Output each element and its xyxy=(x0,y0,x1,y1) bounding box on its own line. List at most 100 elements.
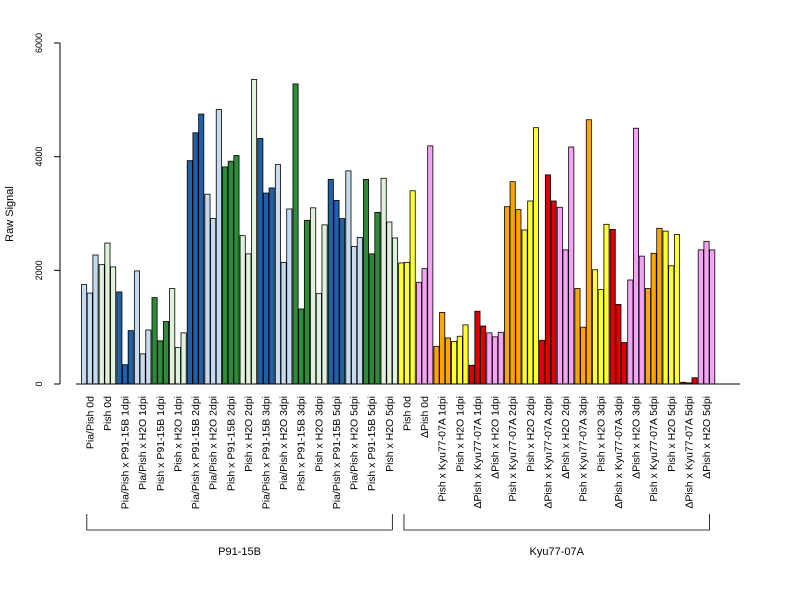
bar xyxy=(268,187,275,385)
y-axis-label: Raw Signal xyxy=(4,186,16,242)
x-tick-label: Pish x Kyu77-07A 1dpi xyxy=(437,396,449,502)
x-tick-label: Pish x H2O 3dpi xyxy=(313,396,325,472)
x-tick-label: Pia/Pish x P91-15B 5dpi xyxy=(331,396,343,509)
bar xyxy=(116,291,123,385)
bar xyxy=(345,170,352,385)
bar xyxy=(374,211,381,385)
bar xyxy=(104,242,111,385)
bar xyxy=(615,304,622,385)
group-bracket xyxy=(86,514,393,531)
bar xyxy=(703,240,710,385)
bar xyxy=(210,218,217,385)
x-tick-label: Pish x Kyu77-07A 5dpi xyxy=(648,396,660,502)
x-tick-label: Pia/Pish x H2O 5dpi xyxy=(349,396,361,490)
bar xyxy=(403,261,410,385)
bar xyxy=(673,234,680,385)
x-tick-label: Pia/Pish x P91-15B 1dpi xyxy=(120,396,132,509)
bar xyxy=(227,160,234,385)
bar xyxy=(204,193,211,385)
y-axis: 0 2000 4000 6000 xyxy=(34,33,61,387)
bar xyxy=(380,177,387,385)
bar xyxy=(310,207,317,385)
bars xyxy=(81,78,716,385)
bar xyxy=(392,237,399,385)
x-tick-label: ΔPish x H2O 2dpi xyxy=(560,396,572,479)
bar xyxy=(186,160,193,385)
bar xyxy=(110,266,117,385)
bar xyxy=(585,119,592,385)
bar xyxy=(550,200,557,385)
bar xyxy=(245,253,252,385)
x-tick-label: Pia/Pish x P91-15B 3dpi xyxy=(261,396,273,509)
bar xyxy=(697,249,704,385)
bar xyxy=(327,178,334,385)
bar xyxy=(398,262,405,385)
bar xyxy=(433,346,440,385)
bar xyxy=(303,219,310,385)
bar xyxy=(415,281,422,385)
x-tick-label: Pish 0d xyxy=(102,396,114,431)
y-tick-label: 2000 xyxy=(34,260,44,280)
bar xyxy=(321,224,328,385)
bar xyxy=(257,138,264,385)
bar xyxy=(627,279,634,385)
bar xyxy=(174,347,181,385)
bar xyxy=(215,109,222,385)
bar xyxy=(251,78,258,385)
bar xyxy=(621,342,628,385)
bar xyxy=(451,340,458,385)
bar xyxy=(644,288,651,385)
bar xyxy=(133,270,140,385)
bar xyxy=(597,289,604,385)
group-brackets: P91-15B Kyu77-07A xyxy=(86,514,710,558)
bar xyxy=(492,336,499,385)
x-tick-label: Pish x Kyu77-07A 3dpi xyxy=(578,396,590,502)
bar xyxy=(222,166,229,385)
bar xyxy=(333,200,340,385)
bar xyxy=(139,353,146,385)
bar xyxy=(574,288,581,385)
bar xyxy=(233,155,240,385)
bar xyxy=(480,325,487,385)
bar xyxy=(691,377,698,385)
bar xyxy=(162,321,169,385)
bar xyxy=(486,332,493,385)
bar xyxy=(151,297,158,385)
bar xyxy=(262,192,269,385)
bar xyxy=(527,200,534,385)
x-tick-label: Pish x P91-15B 5dpi xyxy=(366,396,378,491)
x-tick-label: Pia/Pish 0d xyxy=(84,396,96,449)
bar xyxy=(515,209,522,385)
bar xyxy=(656,227,663,385)
group-label: Kyu77-07A xyxy=(530,546,585,558)
bar xyxy=(439,311,446,385)
x-tick-label: Pia/Pish x H2O 3dpi xyxy=(278,396,290,490)
x-tick-label: ΔPish x Kyu77-07A 2dpi xyxy=(542,396,554,509)
x-tick-label: Pish x Kyu77-07A 2dpi xyxy=(507,396,519,502)
x-tick-label: ΔPish x H2O 3dpi xyxy=(631,396,643,479)
x-tick-label: ΔPish x Kyu77-07A 5dpi xyxy=(683,396,695,509)
bar xyxy=(609,229,616,385)
bar xyxy=(544,174,551,385)
bar xyxy=(503,206,510,385)
bar xyxy=(239,235,246,385)
bar xyxy=(427,145,434,385)
x-tick-label: ΔPish x Kyu77-07A 3dpi xyxy=(613,396,625,509)
bar xyxy=(368,253,375,385)
x-tick-label: Pish x H2O 2dpi xyxy=(525,396,537,472)
bar xyxy=(650,252,657,385)
bar xyxy=(122,364,129,385)
bar xyxy=(421,268,428,385)
x-tick-label: Pia/Pish x H2O 1dpi xyxy=(137,396,149,490)
x-tick-label: ΔPish x H2O 5dpi xyxy=(701,396,713,479)
bar xyxy=(668,265,675,385)
x-tick-label: Pish x H2O 5dpi xyxy=(384,396,396,472)
y-tick-label: 0 xyxy=(34,381,44,386)
bar xyxy=(286,208,293,385)
x-tick-label: Pish x H2O 5dpi xyxy=(666,396,678,472)
group-bracket xyxy=(403,514,710,531)
bar xyxy=(603,223,610,385)
x-tick-label: Pish 0d xyxy=(401,396,413,431)
